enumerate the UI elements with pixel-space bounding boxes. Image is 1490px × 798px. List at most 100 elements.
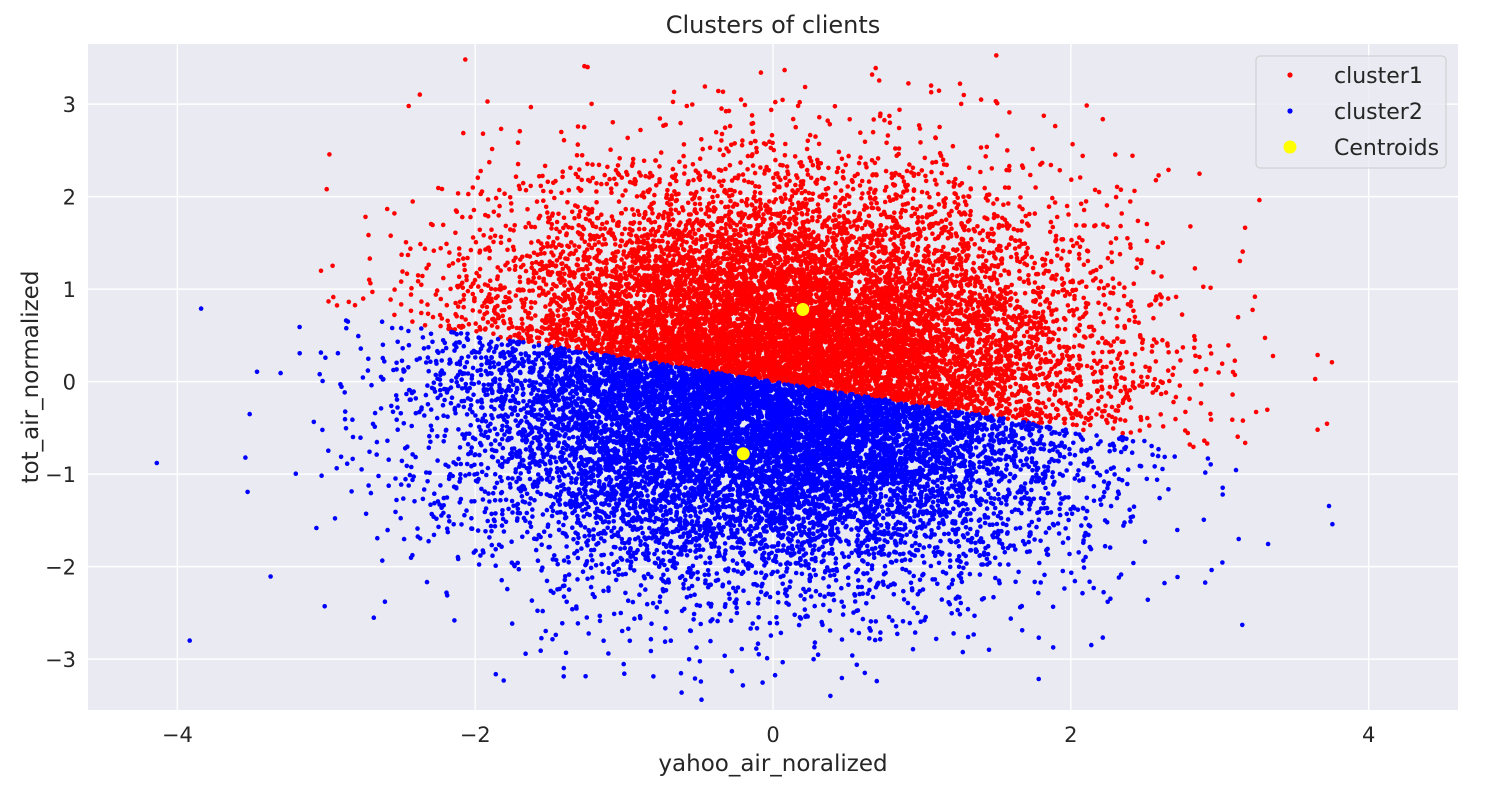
cluster1-point xyxy=(1084,248,1090,253)
cluster1-point xyxy=(523,268,529,274)
cluster1-point xyxy=(815,160,821,165)
cluster1-point xyxy=(697,256,702,262)
cluster1-point xyxy=(763,142,768,147)
cluster1-point xyxy=(656,238,661,244)
cluster1-point xyxy=(559,190,564,196)
cluster1-point xyxy=(927,194,932,200)
cluster1-point xyxy=(440,222,446,228)
cluster1-point xyxy=(1240,249,1245,254)
cluster1-point xyxy=(772,188,777,193)
cluster1-point xyxy=(480,316,486,321)
cluster1-point xyxy=(410,199,416,204)
cluster1-point xyxy=(600,221,605,227)
cluster1-point xyxy=(1009,282,1014,288)
cluster1-point xyxy=(1009,326,1015,332)
cluster1-point xyxy=(638,127,643,133)
cluster1-point xyxy=(875,156,881,161)
cluster1-point xyxy=(978,145,984,150)
cluster1-point xyxy=(1132,319,1138,325)
cluster1-point xyxy=(934,182,939,187)
cluster1-point xyxy=(618,309,623,314)
cluster1-point xyxy=(1121,339,1126,345)
cluster1-point xyxy=(366,232,371,238)
cluster1-point xyxy=(665,240,671,245)
cluster1-point xyxy=(843,162,848,168)
cluster1-point xyxy=(810,215,815,220)
cluster1-point xyxy=(792,154,798,159)
cluster1-point xyxy=(425,311,431,317)
cluster1-point xyxy=(450,261,456,266)
cluster1-point xyxy=(833,195,838,200)
cluster1-point xyxy=(1329,360,1335,365)
cluster1-point xyxy=(1013,354,1019,360)
cluster1-point xyxy=(1063,317,1068,322)
cluster1-point xyxy=(1096,189,1102,195)
cluster1-point xyxy=(797,99,802,105)
cluster1-point xyxy=(671,89,677,95)
cluster1-point xyxy=(571,296,577,301)
cluster1-point xyxy=(528,299,534,305)
cluster1-point xyxy=(666,218,672,223)
cluster1-point xyxy=(805,172,811,177)
cluster1-point xyxy=(462,262,467,268)
cluster1-point xyxy=(1160,337,1165,343)
cluster1-point xyxy=(533,313,538,318)
cluster1-point xyxy=(360,296,366,301)
cluster1-point xyxy=(705,222,710,228)
cluster1-point xyxy=(1134,265,1139,271)
cluster1-point xyxy=(1128,242,1133,247)
cluster1-point xyxy=(825,118,830,123)
cluster1-point xyxy=(556,211,561,217)
cluster1-point xyxy=(670,99,676,105)
cluster1-point xyxy=(481,233,487,238)
cluster1-point xyxy=(447,250,452,255)
cluster1-point xyxy=(854,239,859,245)
cluster1-point xyxy=(562,271,567,277)
cluster1-point xyxy=(832,104,838,109)
cluster1-point xyxy=(1081,427,1086,433)
cluster1-point xyxy=(660,238,665,244)
cluster1-point xyxy=(793,124,798,130)
cluster1-point xyxy=(1027,314,1032,320)
cluster1-point xyxy=(642,293,647,299)
cluster1-point xyxy=(455,304,461,309)
cluster1-point xyxy=(943,217,949,222)
cluster1-point xyxy=(1062,420,1067,426)
cluster1-point xyxy=(930,267,936,273)
cluster1-point xyxy=(1049,312,1054,317)
cluster1-point xyxy=(1120,430,1125,436)
cluster1-point xyxy=(1096,406,1101,411)
cluster1-point xyxy=(1057,345,1062,351)
cluster1-point xyxy=(1053,277,1058,282)
cluster1-point xyxy=(1004,245,1009,251)
cluster1-point xyxy=(1099,378,1104,384)
cluster1-point xyxy=(540,173,545,179)
cluster1-point xyxy=(834,169,840,175)
cluster1-point xyxy=(995,133,1000,138)
cluster1-point xyxy=(420,273,425,279)
cluster1-point xyxy=(771,175,776,181)
cluster1-point xyxy=(687,229,693,235)
cluster1-point xyxy=(468,214,473,220)
cluster1-point xyxy=(772,181,777,187)
cluster1-point xyxy=(914,247,920,252)
cluster1-point xyxy=(919,189,925,195)
cluster1-point xyxy=(1126,317,1132,323)
cluster1-point xyxy=(456,246,462,251)
cluster1-point xyxy=(901,190,906,195)
cluster1-point xyxy=(1197,354,1202,360)
cluster1-point xyxy=(763,202,768,208)
cluster1-point xyxy=(1312,376,1318,382)
cluster1-point xyxy=(543,304,548,309)
cluster1-point xyxy=(1043,404,1048,410)
cluster1-point xyxy=(1153,359,1159,364)
cluster1-point xyxy=(746,245,752,250)
cluster1-point xyxy=(1135,257,1140,262)
cluster1-point xyxy=(367,256,373,261)
cluster1-point xyxy=(1017,244,1022,249)
cluster1-point xyxy=(816,141,822,147)
cluster1-point xyxy=(961,92,967,98)
cluster1-point xyxy=(520,254,525,260)
cluster1-point xyxy=(858,130,863,135)
cluster1-point xyxy=(549,226,554,231)
